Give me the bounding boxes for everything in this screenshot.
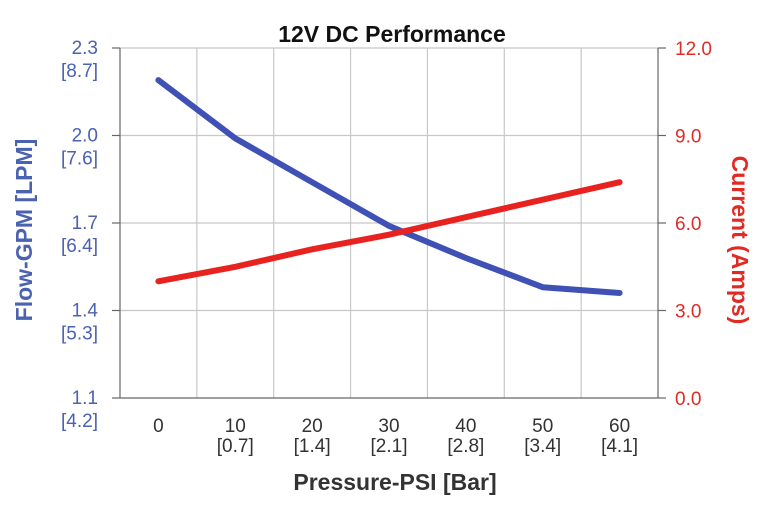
left-tick-label: 2.3 [72, 38, 98, 59]
right-axis-label: Current (Amps) [727, 156, 753, 325]
x-axis-label: Pressure-PSI [Bar] [293, 469, 496, 495]
x-tick-label-metric: [2.8] [447, 436, 484, 457]
current-series-line [155, 179, 623, 285]
left-tick-label: 1.7 [72, 213, 98, 234]
x-tick-label: 0 [153, 416, 164, 437]
chart-axes [112, 47, 666, 399]
right-tick-label: 9.0 [675, 127, 701, 148]
left-tick-label: 1.4 [72, 301, 99, 322]
x-tick-label: 50 [532, 416, 553, 437]
chart-title: 12V DC Performance [278, 21, 506, 47]
flow-series-line [155, 77, 623, 296]
left-tick-label-metric: [8.7] [61, 61, 98, 82]
left-axis-label: Flow-GPM [LPM] [11, 139, 37, 322]
left-tick-label-metric: [4.2] [61, 411, 98, 432]
tick-labels: 2.3[8.7] 2.0[7.6] 1.7[6.4] 1.4[5.3] 1.1[4.2]… [61, 38, 712, 457]
x-tick-label: 20 [302, 416, 323, 437]
x-tick-label-metric: [4.1] [601, 436, 638, 457]
left-tick-label: 2.0 [72, 126, 98, 147]
left-tick-label-metric: [6.4] [61, 236, 98, 257]
right-tick-label: 3.0 [675, 302, 701, 323]
right-tick-label: 0.0 [675, 389, 701, 410]
x-tick-label-metric: [1.4] [294, 436, 331, 457]
left-tick-label-metric: [7.6] [61, 149, 98, 170]
x-tick-label: 30 [378, 416, 399, 437]
grid-lines [120, 47, 658, 398]
x-tick-label: 60 [609, 416, 630, 437]
x-tick-label-metric: [0.7] [217, 436, 254, 457]
x-tick-label: 10 [225, 416, 246, 437]
x-tick-label-metric: [3.4] [524, 436, 561, 457]
data-lines [155, 77, 623, 296]
left-tick-label: 1.1 [72, 388, 98, 409]
left-tick-label-metric: [5.3] [61, 324, 98, 345]
x-tick-label-metric: [2.1] [371, 436, 408, 457]
right-tick-label: 12.0 [675, 39, 712, 60]
right-tick-label: 6.0 [675, 214, 701, 235]
x-tick-label: 40 [455, 416, 476, 437]
